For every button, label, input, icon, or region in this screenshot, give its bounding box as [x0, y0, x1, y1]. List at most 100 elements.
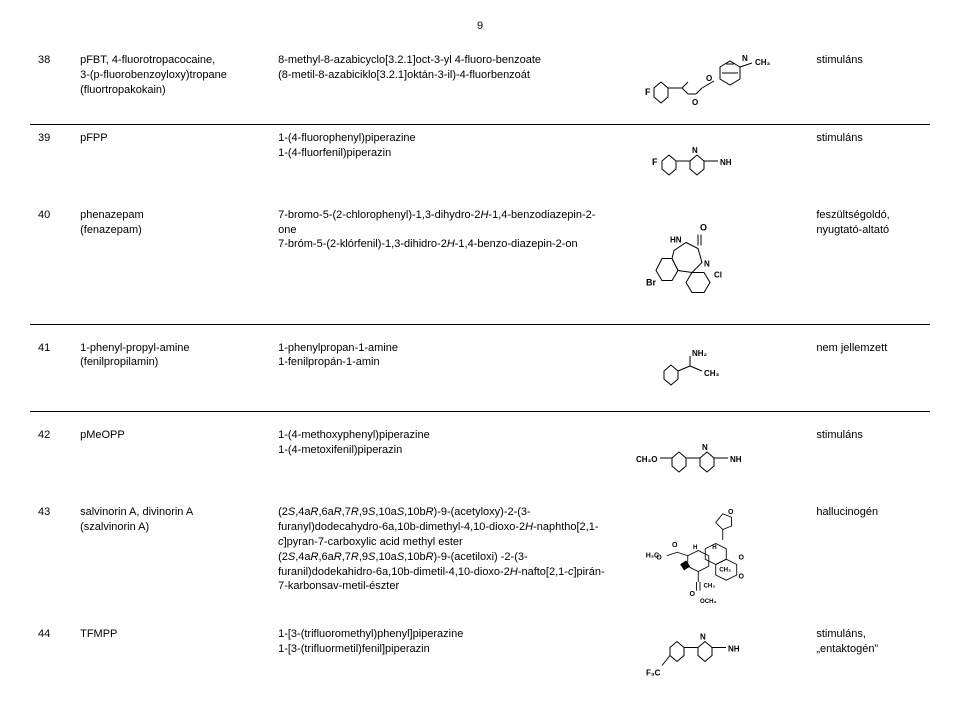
atom-label: CH₃O — [636, 455, 657, 464]
atom-label: F — [645, 87, 651, 97]
effect: hallucinogén — [808, 499, 930, 621]
atom-label: O — [700, 222, 707, 232]
row-number: 42 — [30, 422, 72, 499]
effect-line: feszültségoldó, — [816, 209, 889, 221]
structure-icon: F N NH — [634, 131, 794, 191]
name-primary: salvinorin A, divinorin A — [80, 506, 193, 518]
atom-label: CH₃ — [704, 369, 720, 378]
name-alt: (fenilpropilamin) — [80, 356, 158, 368]
name-primary: 1-phenyl-propyl-amine — [80, 342, 189, 354]
atom-label: O — [672, 542, 678, 549]
atom-label: NH — [730, 455, 742, 464]
effect-line: „entaktogén” — [816, 643, 878, 655]
chemical-name: 7-bromo-5-(2-chlorophenyl)-1,3-dihydro-2… — [270, 202, 619, 324]
compound-name: pMeOPP — [72, 422, 270, 499]
row-number: 39 — [30, 124, 72, 201]
atom-label: O — [738, 554, 744, 561]
structure-cell: F O O N CH₃ — [619, 47, 808, 124]
name-secondary: 3-(p-fluorobenzoyloxy)tropane — [80, 69, 227, 81]
chemical-name: (2S,4aR,6aR,7R,9S,10aS,10bR)-9-(acetylox… — [270, 499, 619, 621]
chem-hungarian: 1-(4-fluorfenil)piperazin — [278, 147, 391, 159]
name-alt: (fenazepam) — [80, 224, 142, 236]
chem-hungarian: (2S,4aR,6aR,7R,9S,10aS,10bR)-9-(acetilox… — [278, 551, 605, 593]
row-number: 40 — [30, 202, 72, 324]
atom-label: N — [704, 259, 710, 268]
atom-label: O — [689, 591, 695, 598]
atom-label: CH₃ — [703, 582, 715, 589]
table-row: 44 TFMPP 1-[3-(trifluoromethyl)phenyl]pi… — [30, 621, 930, 698]
row-number: 38 — [30, 47, 72, 124]
structure-cell: O O O H₃C H H O O CH₃ CH₃ O OCH₃ — [619, 499, 808, 621]
name-primary: phenazepam — [80, 209, 144, 221]
atom-label: H — [693, 544, 697, 551]
effect-line: stimuláns, — [816, 628, 866, 640]
compound-name: salvinorin A, divinorin A (szalvinorin A… — [72, 499, 270, 621]
atom-label: N — [702, 443, 708, 452]
chem-iupac: 1-[3-(trifluoromethyl)phenyl]piperazine — [278, 628, 463, 640]
atom-label: H₃C — [646, 553, 659, 560]
chemical-name: 8-methyl-8-azabicyclo[3.2.1]oct-3-yl 4-f… — [270, 47, 619, 124]
chem-hungarian: 7-bróm-5-(2-klórfenil)-1,3-dihidro-2H-1,… — [278, 238, 578, 250]
chem-hungarian: 1-(4-metoxifenil)piperazin — [278, 444, 402, 456]
chem-iupac: (2S,4aR,6aR,7R,9S,10aS,10bR)-9-(acetylox… — [278, 506, 598, 548]
table-row: 42 pMeOPP 1-(4-methoxyphenyl)piperazine … — [30, 422, 930, 499]
atom-label: O — [738, 574, 744, 581]
structure-icon: NH₂ CH₃ — [634, 341, 794, 401]
chem-iupac: 1-(4-fluorophenyl)piperazine — [278, 132, 416, 144]
chem-hungarian: 1-fenilpropán-1-amin — [278, 356, 380, 368]
chem-iupac: 8-methyl-8-azabicyclo[3.2.1]oct-3-yl 4-f… — [278, 54, 541, 66]
structure-cell: F N NH — [619, 124, 808, 201]
atom-label: Br — [646, 277, 656, 287]
structure-icon: O HN N Cl Br — [634, 208, 794, 313]
chemical-name: 1-(4-fluorophenyl)piperazine 1-(4-fluorf… — [270, 124, 619, 201]
compound-name: 1-phenyl-propyl-amine (fenilpropilamin) — [72, 335, 270, 412]
chemical-name: 1-phenylpropan-1-amine 1-fenilpropán-1-a… — [270, 335, 619, 412]
effect: stimuláns — [808, 47, 930, 124]
compound-name: TFMPP — [72, 621, 270, 698]
atom-label: H — [712, 544, 716, 551]
compound-name: pFBT, 4-fluorotropacocaine, 3-(p-fluorob… — [72, 47, 270, 124]
compound-name: phenazepam (fenazepam) — [72, 202, 270, 324]
name-primary: pFBT, 4-fluorotropacocaine, — [80, 54, 215, 66]
atom-label: NH — [728, 645, 740, 654]
effect: stimuláns — [808, 124, 930, 201]
structure-icon: O O O H₃C H H O O CH₃ CH₃ O OCH₃ — [634, 505, 794, 610]
chem-hungarian: (8-metil-8-azabiciklo[3.2.1]oktán-3-il)-… — [278, 69, 530, 81]
atom-label: NH₂ — [692, 349, 708, 358]
structure-cell: CH₃O N NH — [619, 422, 808, 499]
effect: stimuláns, „entaktogén” — [808, 621, 930, 698]
atom-label: Cl — [714, 270, 722, 279]
chem-hungarian: 1-[3-(trifluormetil)fenil]piperazin — [278, 643, 430, 655]
page-number: 9 — [30, 20, 930, 32]
atom-label: N — [700, 633, 706, 642]
atom-label: CH₃ — [755, 58, 771, 67]
table-row: 43 salvinorin A, divinorin A (szalvinori… — [30, 499, 930, 621]
chem-iupac: 7-bromo-5-(2-chlorophenyl)-1,3-dihydro-2… — [278, 209, 595, 236]
structure-cell: N NH F₃C — [619, 621, 808, 698]
atom-label: F₃C — [646, 669, 661, 678]
structure-cell: O HN N Cl Br — [619, 202, 808, 324]
atom-label: O — [728, 509, 734, 516]
table-row: 40 phenazepam (fenazepam) 7-bromo-5-(2-c… — [30, 202, 930, 324]
table-row: 39 pFPP 1-(4-fluorophenyl)piperazine 1-(… — [30, 124, 930, 201]
atom-label: N — [692, 146, 698, 155]
effect: stimuláns — [808, 422, 930, 499]
compound-name: pFPP — [72, 124, 270, 201]
structure-icon: CH₃O N NH — [634, 428, 794, 488]
atom-label: HN — [670, 235, 682, 244]
atom-label: OCH₃ — [700, 598, 717, 605]
row-number: 43 — [30, 499, 72, 621]
table-row: 41 1-phenyl-propyl-amine (fenilpropilami… — [30, 335, 930, 412]
atom-label: F — [652, 157, 658, 167]
row-number: 41 — [30, 335, 72, 412]
atom-label: N — [742, 54, 748, 63]
name-alt: (fluortropakokain) — [80, 84, 166, 96]
chem-iupac: 1-(4-methoxyphenyl)piperazine — [278, 429, 430, 441]
effect: feszültségoldó, nyugtató-altató — [808, 202, 930, 324]
chem-iupac: 1-phenylpropan-1-amine — [278, 342, 398, 354]
structure-icon: F O O N CH₃ — [634, 53, 794, 113]
structure-cell: NH₂ CH₃ — [619, 335, 808, 412]
name-alt: (szalvinorin A) — [80, 521, 149, 533]
effect-line: nyugtató-altató — [816, 224, 889, 236]
table-row: 38 pFBT, 4-fluorotropacocaine, 3-(p-fluo… — [30, 47, 930, 124]
